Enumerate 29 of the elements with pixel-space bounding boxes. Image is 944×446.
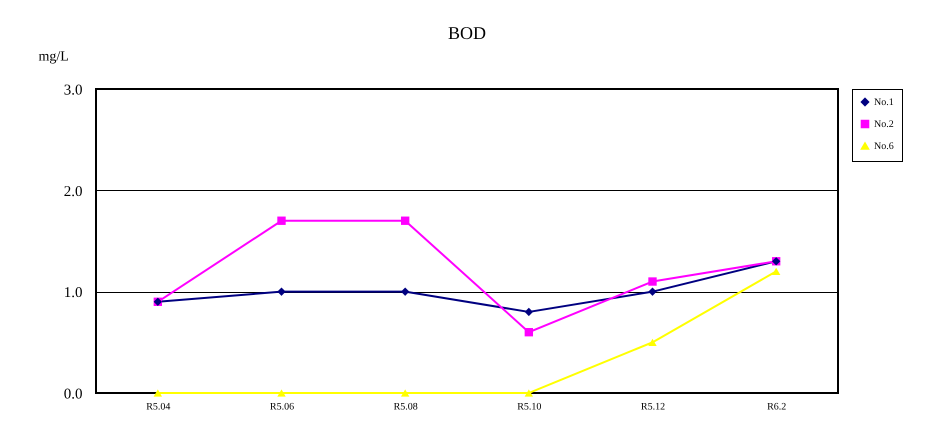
x-tick-label: R5.04 bbox=[146, 402, 170, 412]
point bbox=[277, 389, 286, 397]
point bbox=[648, 277, 657, 286]
y-axis-title: mg/L bbox=[38, 50, 69, 64]
legend-label: No.1 bbox=[874, 97, 894, 108]
y-tick-label: 1.0 bbox=[64, 285, 82, 302]
point bbox=[400, 389, 410, 397]
chart-title: BOD bbox=[448, 23, 486, 43]
x-tick-label: R5.12 bbox=[640, 402, 666, 412]
legend-label: No.6 bbox=[874, 141, 894, 152]
point bbox=[524, 389, 534, 397]
point bbox=[400, 216, 410, 225]
y-tick-label: 0.0 bbox=[64, 386, 82, 402]
x-tick-label: R5.10 bbox=[517, 402, 542, 412]
point bbox=[524, 328, 534, 336]
point bbox=[400, 287, 410, 296]
point bbox=[277, 287, 286, 296]
point bbox=[154, 389, 162, 397]
point bbox=[524, 308, 534, 316]
point bbox=[277, 216, 286, 225]
x-tick-label: R6.2 bbox=[767, 402, 786, 412]
y-tick-label: 2.0 bbox=[64, 184, 82, 200]
x-tick-label: R5.06 bbox=[270, 402, 294, 412]
point bbox=[772, 268, 780, 276]
legend-label: No.2 bbox=[874, 119, 894, 130]
point bbox=[648, 287, 657, 296]
x-tick-label: R5.08 bbox=[394, 402, 418, 412]
y-tick-label: 3.0 bbox=[64, 82, 82, 98]
point bbox=[648, 338, 657, 346]
